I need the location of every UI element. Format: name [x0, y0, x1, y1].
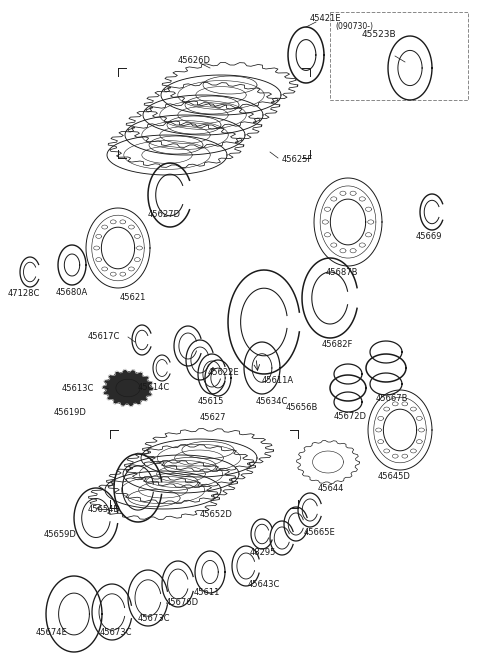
Text: 45682F: 45682F [322, 340, 353, 349]
Text: 45680A: 45680A [56, 288, 88, 297]
Text: 45622E: 45622E [208, 368, 240, 377]
Polygon shape [103, 371, 153, 405]
Text: 45523B: 45523B [362, 30, 396, 39]
Text: 45611A: 45611A [262, 376, 294, 385]
Text: 45611: 45611 [194, 588, 220, 597]
Text: 45421E: 45421E [310, 14, 341, 23]
Bar [330, 12, 468, 100]
Text: 45615: 45615 [198, 397, 224, 406]
Text: 45645D: 45645D [378, 472, 411, 481]
Text: 45667B: 45667B [376, 394, 408, 403]
Text: 45614C: 45614C [138, 383, 170, 392]
Text: (090730-): (090730-) [335, 22, 373, 31]
Text: 45652D: 45652D [200, 510, 233, 519]
Text: 45619D: 45619D [54, 408, 87, 417]
Text: 45674E: 45674E [36, 628, 68, 637]
Text: 48295: 48295 [250, 548, 276, 557]
Text: 45644: 45644 [318, 484, 344, 493]
Text: 45673C: 45673C [138, 614, 170, 623]
Text: 45654D: 45654D [88, 505, 121, 514]
Text: 45672D: 45672D [334, 412, 367, 421]
Text: 45669: 45669 [416, 232, 443, 241]
Text: 45656B: 45656B [286, 403, 318, 412]
Text: 45617C: 45617C [88, 332, 120, 341]
Text: 47128C: 47128C [8, 289, 40, 298]
Text: 45634C: 45634C [256, 397, 288, 406]
Text: 45676D: 45676D [166, 598, 199, 607]
Text: 45643C: 45643C [248, 580, 280, 589]
Text: 45627: 45627 [200, 413, 227, 422]
Text: 45687B: 45687B [326, 268, 359, 277]
Text: 45621: 45621 [120, 293, 146, 302]
Text: 45625F: 45625F [282, 155, 313, 164]
Text: 45627D: 45627D [148, 210, 181, 219]
Text: 45665E: 45665E [304, 528, 336, 537]
Polygon shape [106, 372, 150, 404]
Text: 45673C: 45673C [100, 628, 132, 637]
Text: 45659D: 45659D [44, 530, 77, 539]
Text: 45626D: 45626D [178, 56, 211, 65]
Text: 45613C: 45613C [62, 384, 95, 393]
